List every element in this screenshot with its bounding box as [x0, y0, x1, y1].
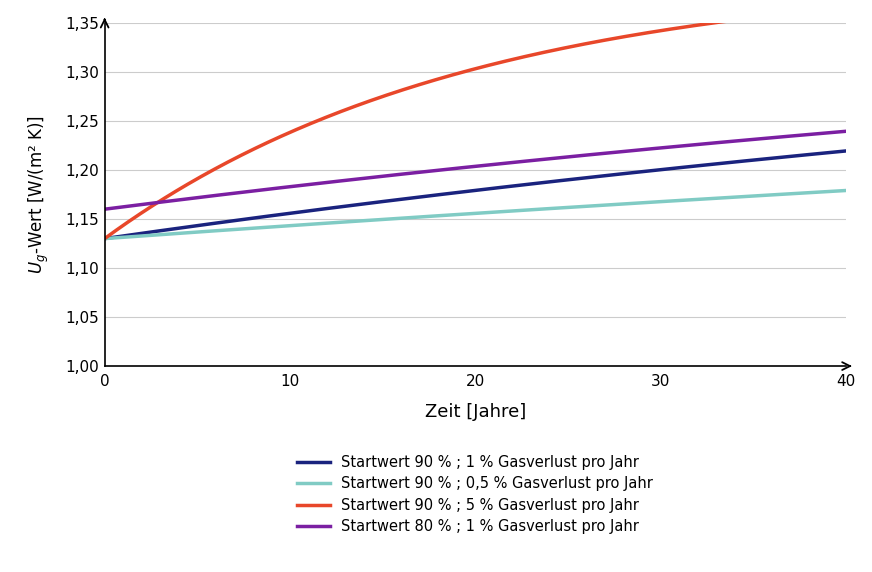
- Startwert 80 % ; 1 % Gasverlust pro Jahr: [452, 165, 462, 172]
- Startwert 90 % ; 1 % Gasverlust pro Jahr: [99, 235, 110, 242]
- Startwert 90 % ; 5 % Gasverlust pro Jahr: [452, 70, 462, 77]
- Startwert 90 % ; 1 % Gasverlust pro Jahr: [823, 149, 834, 156]
- Startwert 90 % ; 0,5 % Gasverlust pro Jahr: [841, 187, 851, 194]
- Legend: Startwert 90 % ; 1 % Gasverlust pro Jahr, Startwert 90 % ; 0,5 % Gasverlust pro : Startwert 90 % ; 1 % Gasverlust pro Jahr…: [291, 449, 659, 540]
- Startwert 90 % ; 1 % Gasverlust pro Jahr: [541, 179, 551, 186]
- Startwert 90 % ; 0,5 % Gasverlust pro Jahr: [452, 211, 462, 218]
- Startwert 80 % ; 1 % Gasverlust pro Jahr: [823, 129, 834, 136]
- Startwert 90 % ; 0,5 % Gasverlust pro Jahr: [501, 208, 511, 215]
- Line: Startwert 90 % ; 0,5 % Gasverlust pro Jahr: Startwert 90 % ; 0,5 % Gasverlust pro Ja…: [105, 190, 846, 239]
- Startwert 80 % ; 1 % Gasverlust pro Jahr: [99, 206, 110, 213]
- Startwert 90 % ; 0,5 % Gasverlust pro Jahr: [99, 235, 110, 242]
- Startwert 90 % ; 1 % Gasverlust pro Jahr: [456, 189, 467, 196]
- Startwert 90 % ; 0,5 % Gasverlust pro Jahr: [823, 188, 834, 195]
- Startwert 90 % ; 5 % Gasverlust pro Jahr: [841, 5, 851, 11]
- Startwert 90 % ; 5 % Gasverlust pro Jahr: [501, 58, 511, 65]
- Startwert 90 % ; 5 % Gasverlust pro Jahr: [99, 235, 110, 242]
- Startwert 80 % ; 1 % Gasverlust pro Jahr: [456, 164, 467, 171]
- Y-axis label: $U_g$-Wert [W/(m² K)]: $U_g$-Wert [W/(m² K)]: [27, 115, 51, 274]
- Line: Startwert 90 % ; 1 % Gasverlust pro Jahr: Startwert 90 % ; 1 % Gasverlust pro Jahr: [105, 151, 846, 239]
- Startwert 90 % ; 1 % Gasverlust pro Jahr: [501, 184, 511, 190]
- Startwert 90 % ; 5 % Gasverlust pro Jahr: [823, 6, 834, 13]
- Startwert 90 % ; 0,5 % Gasverlust pro Jahr: [456, 211, 467, 218]
- Startwert 90 % ; 0,5 % Gasverlust pro Jahr: [541, 205, 551, 212]
- Startwert 90 % ; 5 % Gasverlust pro Jahr: [541, 49, 551, 55]
- Line: Startwert 80 % ; 1 % Gasverlust pro Jahr: Startwert 80 % ; 1 % Gasverlust pro Jahr: [105, 132, 846, 209]
- Startwert 90 % ; 1 % Gasverlust pro Jahr: [841, 148, 851, 154]
- Startwert 80 % ; 1 % Gasverlust pro Jahr: [841, 128, 851, 135]
- Startwert 90 % ; 1 % Gasverlust pro Jahr: [707, 161, 718, 168]
- Startwert 90 % ; 5 % Gasverlust pro Jahr: [707, 19, 718, 26]
- Startwert 80 % ; 1 % Gasverlust pro Jahr: [501, 160, 511, 166]
- Startwert 90 % ; 5 % Gasverlust pro Jahr: [456, 69, 467, 76]
- Startwert 80 % ; 1 % Gasverlust pro Jahr: [541, 156, 551, 162]
- X-axis label: Zeit [Jahre]: Zeit [Jahre]: [425, 403, 526, 422]
- Line: Startwert 90 % ; 5 % Gasverlust pro Jahr: Startwert 90 % ; 5 % Gasverlust pro Jahr: [105, 8, 846, 239]
- Startwert 90 % ; 0,5 % Gasverlust pro Jahr: [707, 195, 718, 202]
- Startwert 90 % ; 1 % Gasverlust pro Jahr: [452, 189, 462, 196]
- Startwert 80 % ; 1 % Gasverlust pro Jahr: [707, 140, 718, 146]
